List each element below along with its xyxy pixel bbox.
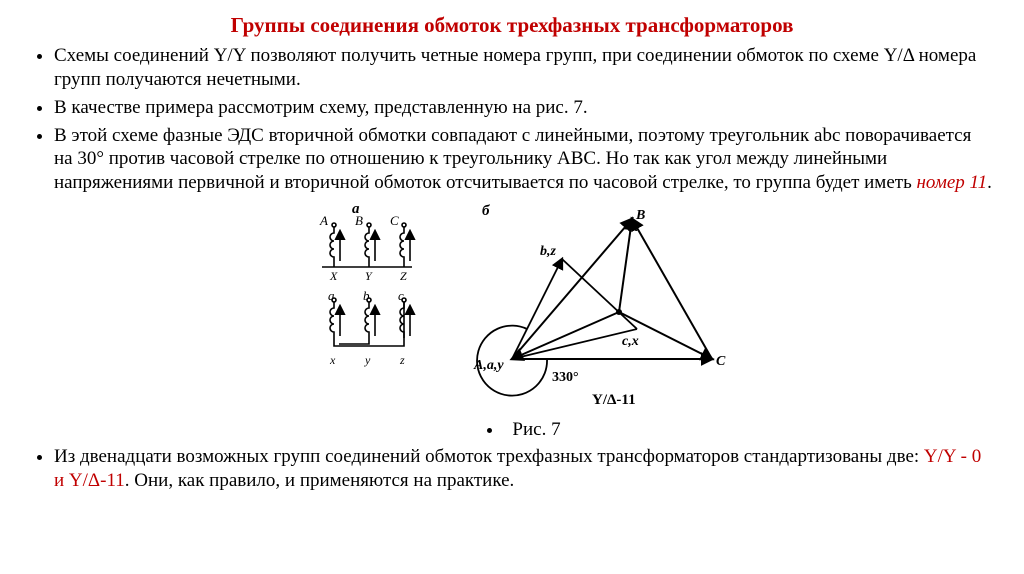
vec-cx: c,x [622, 334, 639, 349]
lbl-Z: Z [400, 269, 407, 283]
lbl-z: z [399, 353, 405, 367]
bullet-3-text-a: В этой схеме фазные ЭДС вторичной обмотк… [54, 125, 971, 194]
bullet-3-text-b: . [987, 172, 992, 193]
vector-diagram: B C A,a,y b,z c,x 330° Y/Δ-11 [473, 208, 726, 408]
lbl-x: x [329, 353, 336, 367]
vec-C: C [716, 354, 726, 369]
secondary-windings: a b c x y z [328, 288, 410, 367]
fig-label-b: б [482, 203, 490, 219]
lbl-Y: Y [365, 269, 373, 283]
figure-caption: Рис. 7 [54, 418, 994, 442]
lbl-A: A [319, 213, 328, 228]
bullet-5-text-a: Из двенадцати возможных групп соединений… [54, 446, 924, 467]
figure-7: а A B C X [30, 199, 994, 416]
scheme-label: Y/Δ-11 [592, 392, 636, 408]
vec-B: B [635, 208, 645, 223]
content-list: Схемы соединений Y/Y позволяют получить … [30, 44, 994, 195]
primary-windings: A B C X Y Z [319, 213, 412, 283]
page-title: Группы соединения обмоток трехфазных тра… [30, 12, 994, 38]
bullet-1: Схемы соединений Y/Y позволяют получить … [54, 44, 994, 92]
bullet-2: В качестве примера рассмотрим схему, пре… [54, 96, 994, 120]
lbl-C: C [390, 213, 399, 228]
bullet-3: В этой схеме фазные ЭДС вторичной обмотк… [54, 124, 994, 195]
lbl-y: y [364, 353, 371, 367]
diagram-svg: а A B C X [292, 199, 732, 409]
vec-A: A,a,y [473, 358, 504, 373]
angle-label: 330° [552, 370, 579, 385]
vec-bz: b,z [540, 244, 557, 259]
lbl-X: X [329, 269, 338, 283]
lbl-B: B [355, 213, 363, 228]
bullet-5: Из двенадцати возможных групп соединений… [54, 445, 994, 493]
bullet-3-emphasis: номер 11 [917, 172, 988, 193]
bullet-5-text-b: . Они, как правило, и применяются на пра… [125, 470, 515, 491]
content-list-2: Рис. 7 Из двенадцати возможных групп сое… [30, 418, 994, 493]
